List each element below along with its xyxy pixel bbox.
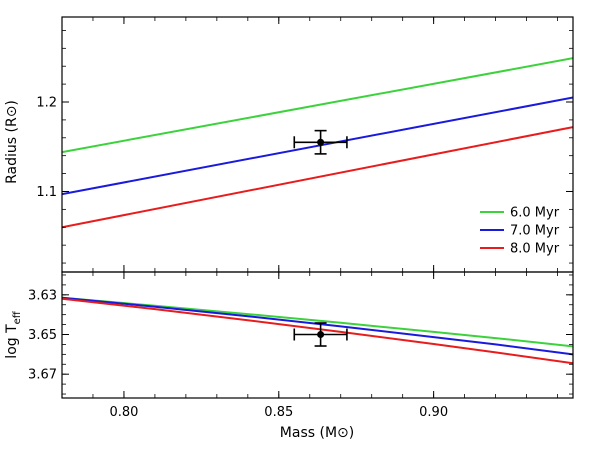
top-ytick-label: 1.1 (36, 185, 57, 200)
teff-panel: 3.63 3.65 3.67 0.80 0.85 0.90 (28, 271, 574, 420)
x-axis-label: Mass (M⊙) (280, 425, 354, 441)
xtick-label: 0.80 (109, 405, 138, 420)
xtick-label: 0.90 (419, 405, 448, 420)
bottom-y-axis-label-sub: eff (12, 310, 23, 324)
bottom-ytick-label: 3.63 (28, 288, 57, 303)
bottom-ytick-label: 3.65 (28, 328, 57, 343)
top-ytick-label: 1.2 (36, 96, 57, 111)
legend: 6.0 Myr 7.0 Myr 8.0 Myr (480, 206, 560, 257)
bottom-series-8-0-myrline (62, 297, 573, 365)
bottom-data-point (293, 322, 348, 347)
top-series-6-0-myrline (62, 57, 573, 154)
bottom-y-axis-label-main: log T (4, 324, 20, 359)
radius-panel: 1.1 1.2 6.0 Myr 7.0 Myr 8.0 Myr (36, 16, 574, 273)
top-data-point (293, 129, 348, 155)
legend-entry: 6.0 Myr (510, 206, 560, 221)
bottom-ytick-label: 3.67 (28, 368, 57, 383)
legend-entry: 7.0 Myr (510, 224, 560, 239)
bottom-series-7-0-myrline (62, 296, 573, 356)
bottom-y-axis-label: log Teff (4, 310, 23, 358)
top-plot-frame (61, 16, 574, 273)
top-y-axis-label: Radius (R⊙) (4, 100, 20, 184)
xtick-label: 0.85 (264, 405, 293, 420)
top-series-8-0-myrline (62, 126, 573, 229)
legend-entry: 8.0 Myr (510, 242, 560, 257)
top-series-7-0-myrline (62, 96, 573, 196)
